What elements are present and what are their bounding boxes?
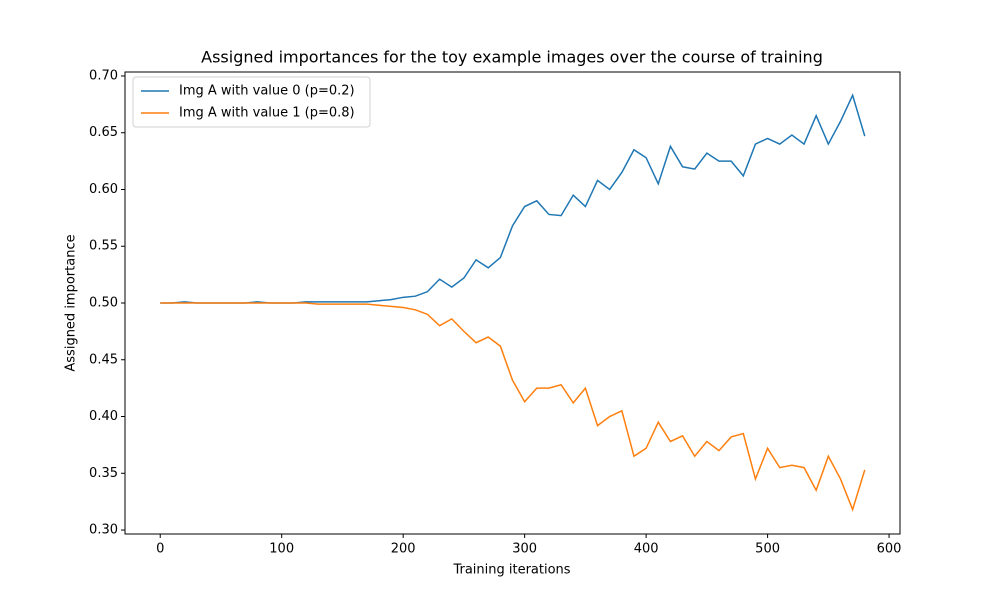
x-tick-label: 500 xyxy=(755,542,780,557)
x-tick-label: 0 xyxy=(156,542,164,557)
y-tick-label: 0.55 xyxy=(89,239,118,254)
y-tick-label: 0.30 xyxy=(89,523,118,538)
x-tick-label: 100 xyxy=(269,542,294,557)
x-tick-label: 600 xyxy=(877,542,902,557)
y-tick-label: 0.45 xyxy=(89,352,118,367)
legend-label: Img A with value 0 (p=0.2) xyxy=(179,84,355,99)
plot-frame xyxy=(124,71,901,535)
x-tick-label: 200 xyxy=(391,542,416,557)
legend-label: Img A with value 1 (p=0.8) xyxy=(179,106,355,121)
x-tick-label: 400 xyxy=(634,542,659,557)
legend-box xyxy=(132,76,371,128)
x-tick-label: 300 xyxy=(512,542,537,557)
chart-title: Assigned importances for the toy example… xyxy=(201,48,823,67)
y-tick-label: 0.65 xyxy=(89,125,118,140)
y-tick-label: 0.70 xyxy=(89,68,118,83)
y-tick-label: 0.40 xyxy=(89,409,118,424)
y-axis-label: Assigned importance xyxy=(64,234,79,371)
y-tick-label: 0.60 xyxy=(89,182,118,197)
y-tick-label: 0.50 xyxy=(89,296,118,311)
y-tick-label: 0.35 xyxy=(89,466,118,481)
line-series xyxy=(160,302,866,512)
x-axis-label: Training iterations xyxy=(452,563,570,578)
